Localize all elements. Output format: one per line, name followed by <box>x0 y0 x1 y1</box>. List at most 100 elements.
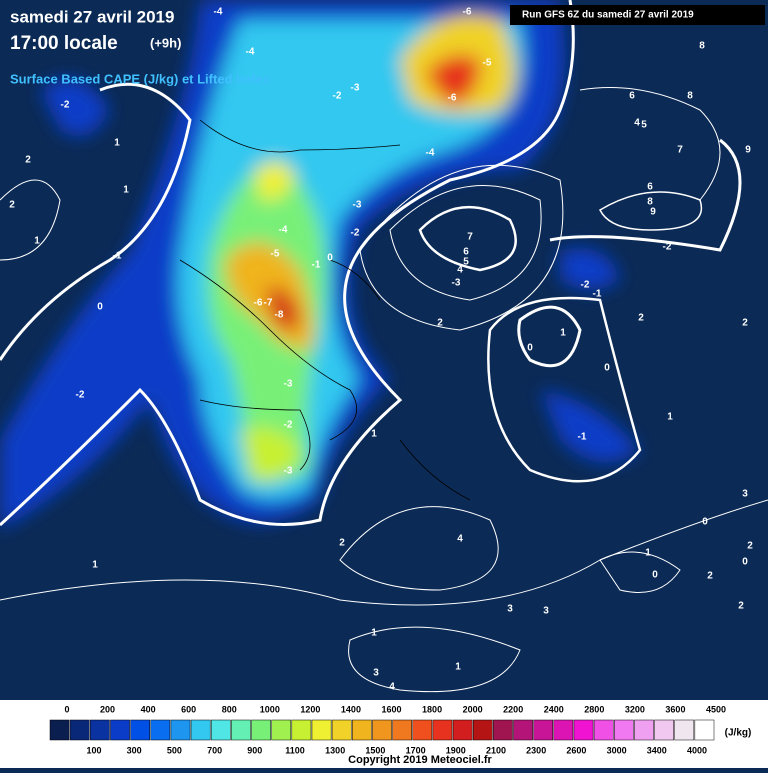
colorbar-bottom-label: 900 <box>247 745 262 755</box>
contour-label: -3 <box>284 379 293 390</box>
color-swatch <box>533 719 554 741</box>
colorbar-bottom-label: 1300 <box>325 745 345 755</box>
colorbar-top-label: 0 <box>64 704 69 714</box>
contour-label: 7 <box>467 232 473 243</box>
contour-label: 4 <box>634 118 640 129</box>
color-swatch <box>613 719 634 741</box>
color-swatch <box>150 719 171 741</box>
contour-label: 1 <box>560 328 566 339</box>
color-swatch <box>110 719 130 741</box>
contour-label: 1 <box>645 548 651 559</box>
contour-label: -2 <box>284 420 293 431</box>
contour-label: 9 <box>650 207 656 218</box>
colorbar-top-label: 3200 <box>625 704 645 714</box>
contour-label: 3 <box>543 606 549 617</box>
color-swatch <box>170 719 191 741</box>
date: samedi 27 avril 2019 <box>10 7 174 26</box>
contour-label: 2 <box>638 313 644 324</box>
colorbar-bottom-label: 1500 <box>365 745 385 755</box>
contour-label: 6 <box>629 91 635 102</box>
colorbar-top-label: 2800 <box>584 704 604 714</box>
color-swatch <box>69 719 90 741</box>
contour-label: -3 <box>452 278 461 289</box>
contour-label: -4 <box>279 225 288 236</box>
contour-label: -1 <box>113 251 122 262</box>
contour-label: 3 <box>373 668 379 679</box>
color-swatch <box>432 719 453 741</box>
contour-label: 7 <box>677 145 683 156</box>
colorbar-top-label: 1600 <box>381 704 401 714</box>
colorbar-top-label: 1800 <box>422 704 442 714</box>
cape-field <box>0 0 640 530</box>
contour-label: 1 <box>34 236 40 247</box>
contour-label: -4 <box>246 47 255 58</box>
contour-label: -4 <box>214 7 223 18</box>
colorbar-top-label: 2400 <box>544 704 564 714</box>
contour-label: -3 <box>351 83 360 94</box>
contour-label: 6 <box>647 182 653 193</box>
color-swatch <box>331 719 352 741</box>
contour-label: -6 <box>448 93 457 104</box>
colorbar-bottom-label: 3400 <box>647 745 667 755</box>
colorbar-top-label: 200 <box>100 704 115 714</box>
contour-label: 2 <box>738 601 744 612</box>
contour-label: 5 <box>463 257 469 268</box>
contour-label: -5 <box>271 249 280 260</box>
colorbar-top-label: 600 <box>181 704 196 714</box>
color-swatch <box>210 719 231 741</box>
unit: (J/kg) <box>725 728 752 739</box>
colorbar-bottom-label: 100 <box>86 745 101 755</box>
contour-label: 0 <box>527 343 533 354</box>
contour-label: 2 <box>437 318 443 329</box>
contour-label: 8 <box>699 41 705 52</box>
contour-label: 4 <box>389 682 395 693</box>
colorbar-bottom-label: 2600 <box>566 745 586 755</box>
contour-label: -1 <box>578 432 587 443</box>
colorbar-top-label: 2200 <box>503 704 523 714</box>
contour-label: 0 <box>97 302 103 313</box>
contour-label: -2 <box>351 228 360 239</box>
contour-label: 3 <box>742 489 748 500</box>
offset: (+9h) <box>150 35 181 50</box>
colorbar-bottom-label: 1100 <box>285 745 305 755</box>
colorbar-bottom-label: 4000 <box>687 745 707 755</box>
color-swatch <box>412 719 433 741</box>
contour-label: 0 <box>327 253 333 264</box>
contour-label: -2 <box>333 91 342 102</box>
contour-label: 8 <box>647 197 653 208</box>
colorbar-top-label: 2000 <box>463 704 483 714</box>
contour-label: 1 <box>114 138 120 149</box>
color-swatch <box>593 719 614 741</box>
colorbar-bottom-label: 1900 <box>446 745 466 755</box>
colorbar-top-label: 3600 <box>665 704 685 714</box>
colorbar-top-label: 800 <box>222 704 237 714</box>
colorbar-top-label: 1200 <box>300 704 320 714</box>
contour-label: 2 <box>25 155 31 166</box>
contour-label: 6 <box>463 247 469 258</box>
color-swatch <box>352 719 372 741</box>
colorbar-bottom-label: 2300 <box>526 745 546 755</box>
contour-label: 4 <box>457 534 463 545</box>
contour-label: 0 <box>604 363 610 374</box>
contour-label: 1 <box>455 662 461 673</box>
color-swatch <box>452 719 473 741</box>
colorbar-bottom-label: 700 <box>207 745 222 755</box>
colorbar-bottom-label: 3000 <box>607 745 627 755</box>
color-swatch <box>513 719 533 741</box>
contour-label: 0 <box>742 557 748 568</box>
product: Surface Based CAPE (J/kg) et Lifted Inde… <box>10 71 271 86</box>
contour-label: 1 <box>371 628 377 639</box>
contour-label: 1 <box>371 429 377 440</box>
contour-label: 2 <box>742 318 748 329</box>
contour-label: 3 <box>507 604 513 615</box>
contour-label: -6 <box>463 7 472 18</box>
contour-label: 1 <box>123 185 129 196</box>
contour-label: -2 <box>61 100 70 111</box>
contour-label: -8 <box>275 310 284 321</box>
color-swatch <box>493 719 513 741</box>
contour-label: 1 <box>92 560 98 571</box>
contours <box>0 0 768 693</box>
run-label: Run GFS 6Z du samedi 27 avril 2019 <box>522 10 694 21</box>
color-swatch <box>231 719 251 741</box>
